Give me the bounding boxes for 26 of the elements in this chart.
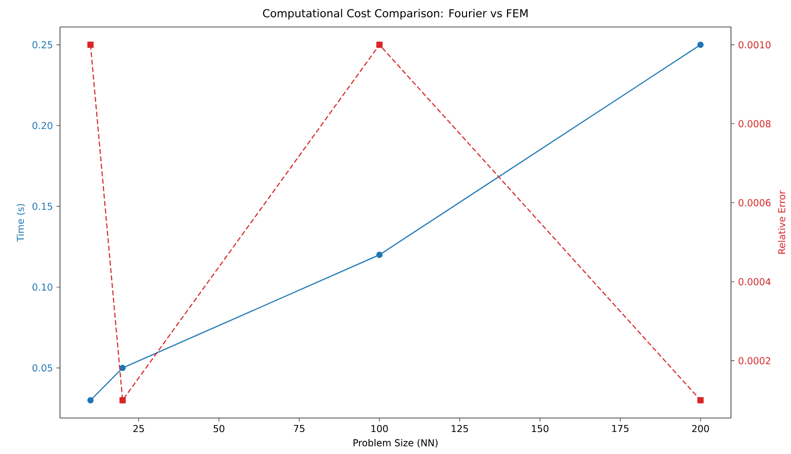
point bbox=[119, 364, 126, 372]
y2-tick-label: 0.0002 bbox=[738, 357, 770, 364]
x-tick-label: 75 bbox=[294, 425, 304, 432]
x-tick-label: 125 bbox=[452, 425, 468, 432]
y2-tick-label: 0.0010 bbox=[738, 41, 771, 48]
y-tick-label: 0.10 bbox=[32, 284, 52, 291]
y-tick-label: 0.05 bbox=[32, 364, 52, 372]
x-tick-label: 200 bbox=[692, 425, 709, 432]
y2-axis-title: Relative Error bbox=[778, 190, 786, 254]
x-tick-label: 25 bbox=[133, 425, 144, 432]
x-tick-label: 175 bbox=[612, 425, 628, 432]
y-axis-title: Time (s) bbox=[16, 204, 26, 242]
point bbox=[376, 252, 383, 258]
x-tick-label: 150 bbox=[532, 425, 548, 432]
y-tick-label: 0.25 bbox=[32, 41, 52, 48]
x-tick-label: 100 bbox=[371, 425, 388, 432]
x-tick-label: 50 bbox=[214, 425, 224, 432]
y-tick-label: 0.15 bbox=[32, 202, 52, 210]
y2-tick-label: 0.0006 bbox=[738, 199, 771, 206]
point bbox=[697, 42, 704, 48]
y2-tick-label: 0.0008 bbox=[738, 120, 770, 128]
chart-title: Computational Cost Comparison: Fourier vs FEM bbox=[263, 8, 528, 20]
x-axis-title: Problem Size (NN) bbox=[354, 439, 438, 448]
y-tick-label: 0.20 bbox=[32, 122, 52, 130]
y2-tick-label: 0.0004 bbox=[738, 278, 771, 286]
point bbox=[87, 397, 94, 404]
